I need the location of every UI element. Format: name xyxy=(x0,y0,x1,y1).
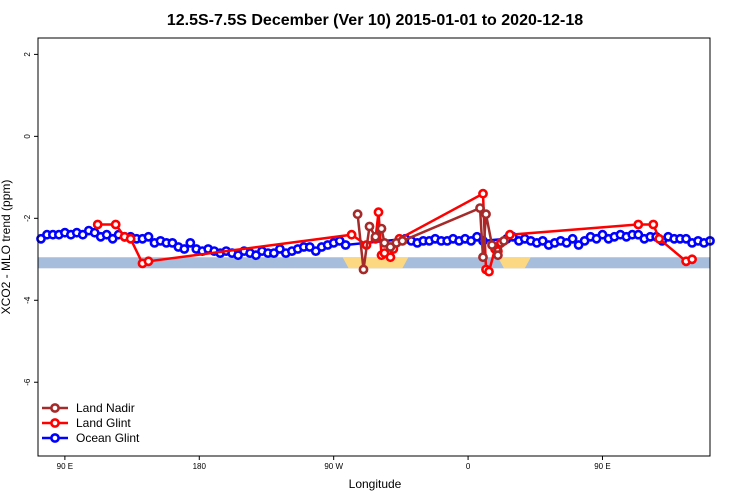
legend-swatch-point xyxy=(50,403,60,413)
y-tick-label: -6 xyxy=(23,378,32,386)
y-axis-label: XCO2 - MLO trend (ppm) xyxy=(0,180,13,315)
chart-title: 12.5S-7.5S December (Ver 10) 2015-01-01 … xyxy=(167,12,583,29)
data-point xyxy=(376,223,387,234)
legend-label: Ocean Glint xyxy=(76,431,140,445)
x-tick-label: 90 E xyxy=(57,462,73,471)
data-point xyxy=(633,219,644,230)
legend-label: Land Nadir xyxy=(76,401,135,415)
legend-item: Land Nadir xyxy=(42,401,135,415)
x-axis-label: Longitude xyxy=(349,477,402,491)
x-axis: 90 E 180 90 W 0 90 E xyxy=(57,456,611,471)
data-point xyxy=(92,219,103,230)
y-tick-label: -2 xyxy=(23,214,32,222)
data-point xyxy=(352,209,363,220)
y-tick-label: 2 xyxy=(23,52,32,57)
data-point xyxy=(358,264,369,275)
y-axis: 2 0 -2 -4 -6 xyxy=(23,52,38,386)
y-tick-label: -4 xyxy=(23,296,32,304)
data-point xyxy=(648,219,659,230)
data-point xyxy=(478,252,488,263)
data-point xyxy=(370,231,381,242)
data-point xyxy=(179,244,190,254)
data-point xyxy=(346,229,357,240)
data-point xyxy=(567,233,578,244)
data-point xyxy=(475,203,485,213)
data-point xyxy=(373,207,384,218)
data-point xyxy=(185,237,196,248)
x-tick-label: 0 xyxy=(466,462,471,471)
data-point xyxy=(340,240,351,250)
plot-frame xyxy=(37,37,711,457)
data-point xyxy=(478,188,488,199)
data-point xyxy=(110,219,121,230)
data-point xyxy=(487,240,497,250)
series-layer xyxy=(36,188,715,277)
data-point xyxy=(492,250,503,261)
land-segment xyxy=(342,257,409,269)
legend-swatch-point xyxy=(50,433,60,443)
data-point xyxy=(143,256,154,267)
legend-item: Ocean Glint xyxy=(42,431,140,445)
data-point xyxy=(654,233,665,244)
land-segment xyxy=(497,257,531,269)
data-point xyxy=(385,252,396,263)
data-point xyxy=(481,209,491,220)
data-point xyxy=(125,233,136,244)
y-tick-label: 0 xyxy=(23,134,32,139)
data-point xyxy=(484,266,494,277)
data-point xyxy=(143,231,154,242)
series-land-nadir xyxy=(352,203,509,275)
data-point xyxy=(364,221,375,232)
legend-item: Land Glint xyxy=(42,416,131,430)
data-point xyxy=(498,235,509,246)
data-point xyxy=(397,235,408,246)
x-tick-label: 90 E xyxy=(594,462,610,471)
legend-swatch-point xyxy=(50,418,60,428)
data-point xyxy=(687,254,697,265)
x-tick-label: 90 W xyxy=(324,462,343,471)
x-tick-label: 180 xyxy=(193,462,207,471)
data-point xyxy=(504,229,515,240)
legend-label: Land Glint xyxy=(76,416,131,430)
